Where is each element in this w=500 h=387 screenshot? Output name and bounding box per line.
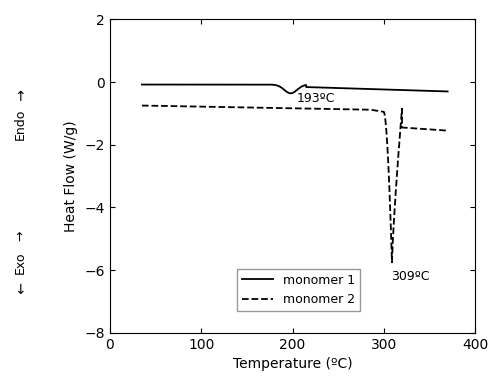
monomer 1 <box>288 91 294 96</box>
Text: 309ºC: 309ºC <box>391 269 430 283</box>
monomer 2 <box>402 125 407 130</box>
monomer 1 <box>412 88 418 93</box>
monomer 2 <box>198 104 203 109</box>
monomer 1 <box>139 82 145 87</box>
Legend: monomer 1, monomer 2: monomer 1, monomer 2 <box>236 269 360 311</box>
monomer 1 <box>140 82 146 87</box>
Y-axis label: Heat Flow (W/g): Heat Flow (W/g) <box>64 120 78 232</box>
Text: Exo: Exo <box>14 252 26 274</box>
Text: 193ºC: 193ºC <box>297 92 336 105</box>
monomer 2 <box>444 128 450 133</box>
monomer 1 <box>302 83 308 87</box>
monomer 2 <box>388 217 394 221</box>
monomer 1 <box>308 85 314 89</box>
Line: monomer 1: monomer 1 <box>142 84 448 93</box>
Text: ↑: ↑ <box>14 90 26 104</box>
Line: monomer 2: monomer 2 <box>142 106 448 262</box>
Text: ↓: ↓ <box>14 283 26 297</box>
monomer 2 <box>386 187 392 191</box>
monomer 2 <box>415 126 421 131</box>
monomer 1 <box>390 87 396 92</box>
monomer 2 <box>389 260 395 265</box>
monomer 1 <box>444 89 450 94</box>
monomer 1 <box>303 83 309 87</box>
monomer 2 <box>139 103 145 108</box>
X-axis label: Temperature (ºC): Temperature (ºC) <box>232 357 352 371</box>
Text: Endo: Endo <box>14 108 26 140</box>
monomer 2 <box>349 107 355 111</box>
Text: →: → <box>14 231 26 241</box>
